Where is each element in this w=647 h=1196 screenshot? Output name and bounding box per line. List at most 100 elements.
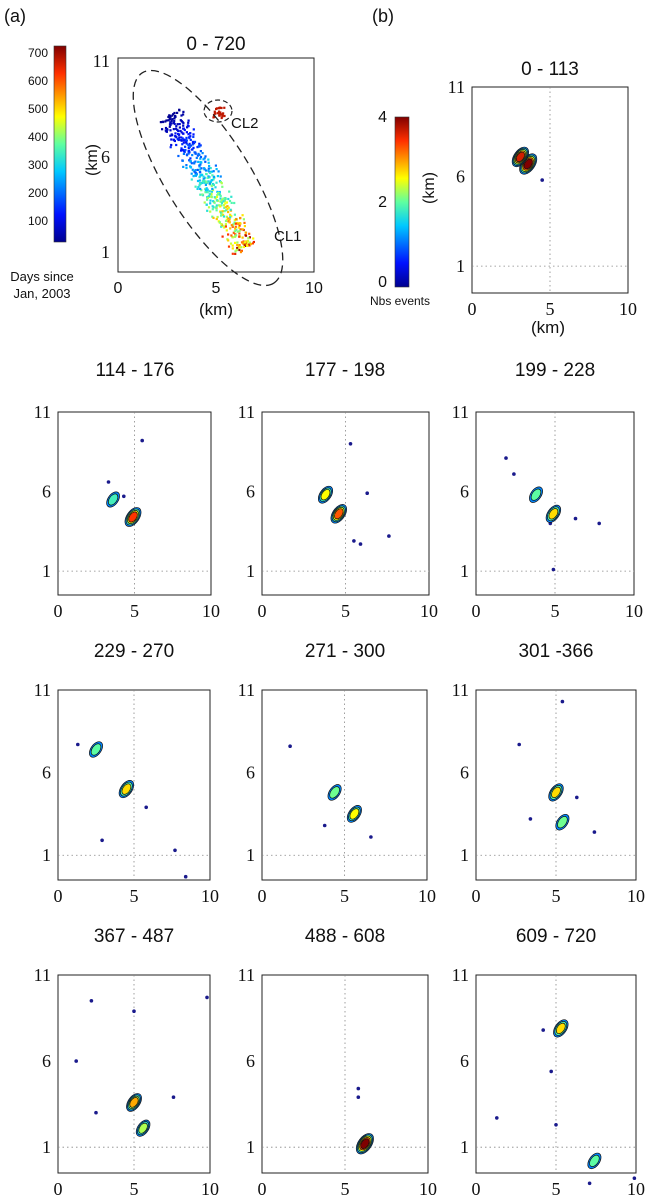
density-ytick: 6 [246, 482, 255, 502]
scatter-point [235, 228, 238, 231]
scatter-point [206, 188, 209, 191]
scatter-point [183, 139, 186, 142]
scatter-point [200, 167, 203, 170]
scatter-point [218, 190, 221, 194]
event-dot [76, 742, 80, 747]
scatter-point [203, 167, 206, 170]
scatter-point [218, 193, 221, 196]
scatter-panel: 0 - 720 CL2 CL1 11 6 1 (km) 0 5 10 (km) [84, 34, 323, 319]
event-dot [132, 1009, 136, 1013]
scatter-point [234, 222, 237, 225]
scatter-point [229, 208, 232, 211]
event-dot [597, 521, 601, 526]
scatter-point [173, 119, 176, 123]
scatter-point [185, 142, 188, 145]
days-colorbar: 700 600 500 400 300 200 100 Days since J… [10, 45, 74, 301]
density-xtick: 10 [419, 1179, 437, 1196]
scatter-point [226, 205, 229, 208]
events-colorbar-gradient [394, 116, 410, 288]
scatter-point [208, 176, 211, 179]
scatter-point [230, 224, 233, 227]
scatter-point [185, 164, 188, 167]
scatter-point [169, 146, 172, 149]
scatter-point [197, 186, 200, 189]
days-tick: 700 [28, 46, 48, 60]
scatter-point [247, 237, 250, 240]
scatter-point [219, 205, 222, 208]
scatter-point [243, 241, 247, 244]
density-plot-frame [471, 86, 629, 294]
scatter-point [220, 106, 223, 110]
scatter-point [182, 110, 185, 113]
scatter-point [220, 113, 223, 116]
scatter-point [196, 168, 199, 171]
scatter-point [167, 115, 170, 118]
scatter-point [201, 152, 204, 155]
scatter-point [224, 206, 227, 209]
scatter-point [207, 167, 210, 170]
scatter-point [252, 240, 255, 244]
scatter-point [238, 224, 241, 227]
scatter-point [210, 184, 213, 187]
scatter-point [238, 232, 241, 235]
scatter-point [249, 243, 252, 246]
scatter-point [169, 134, 172, 137]
scatter-point [205, 181, 208, 184]
event-dot [632, 1176, 637, 1180]
scatter-point [191, 154, 194, 157]
scatter-xlabel: (km) [199, 300, 233, 319]
panel-label-a: (a) [4, 6, 26, 26]
density-contour [548, 508, 559, 520]
scatter-point [243, 225, 246, 228]
scatter-xtick-0: 0 [114, 280, 123, 297]
scatter-point [188, 151, 191, 154]
scatter-point [238, 246, 241, 249]
scatter-point [169, 129, 172, 132]
scatter-point [251, 242, 254, 245]
density-panel-title: 0 - 113 [521, 59, 579, 80]
scatter-point [184, 138, 187, 141]
scatter-point [234, 241, 237, 244]
days-caption-line1: Days since [10, 269, 74, 284]
density-ytick: 1 [460, 1137, 469, 1157]
scatter-point [193, 170, 196, 173]
scatter-point [186, 154, 189, 157]
scatter-point [192, 175, 195, 178]
scatter-point [169, 118, 172, 121]
density-contour [107, 493, 119, 506]
scatter-point [191, 141, 195, 144]
scatter-point [171, 114, 174, 117]
scatter-point [246, 241, 249, 244]
scatter-point [225, 218, 228, 221]
scatter-point [244, 244, 247, 247]
scatter-point [220, 214, 223, 217]
scatter-point [187, 121, 190, 124]
scatter-point [215, 217, 218, 221]
density-ytick: 6 [460, 1051, 469, 1071]
scatter-point [209, 210, 212, 213]
scatter-point [207, 161, 210, 164]
scatter-point [221, 224, 224, 228]
density-panel: 199 - 228 11 6 10 5 10 [452, 360, 643, 621]
density-xtick: 10 [418, 886, 436, 906]
scatter-point [227, 197, 230, 201]
density-xtick: 5 [341, 1179, 350, 1196]
density-ytick: 11 [452, 965, 469, 985]
scatter-point [225, 229, 228, 232]
scatter-point [225, 209, 228, 212]
scatter-point [223, 204, 226, 207]
scatter-point [223, 106, 226, 109]
scatter-point [242, 245, 245, 249]
scatter-point [171, 134, 174, 137]
scatter-point [202, 178, 205, 181]
scatter-point [228, 221, 231, 224]
scatter-point [229, 242, 233, 245]
scatter-xtick-5: 5 [212, 280, 221, 297]
scatter-point [228, 199, 232, 203]
scatter-xtick-10: 10 [305, 280, 323, 297]
event-dot [540, 178, 544, 182]
scatter-point [172, 128, 175, 131]
density-xlabel: (km) [531, 318, 565, 337]
scatter-point [172, 113, 175, 116]
